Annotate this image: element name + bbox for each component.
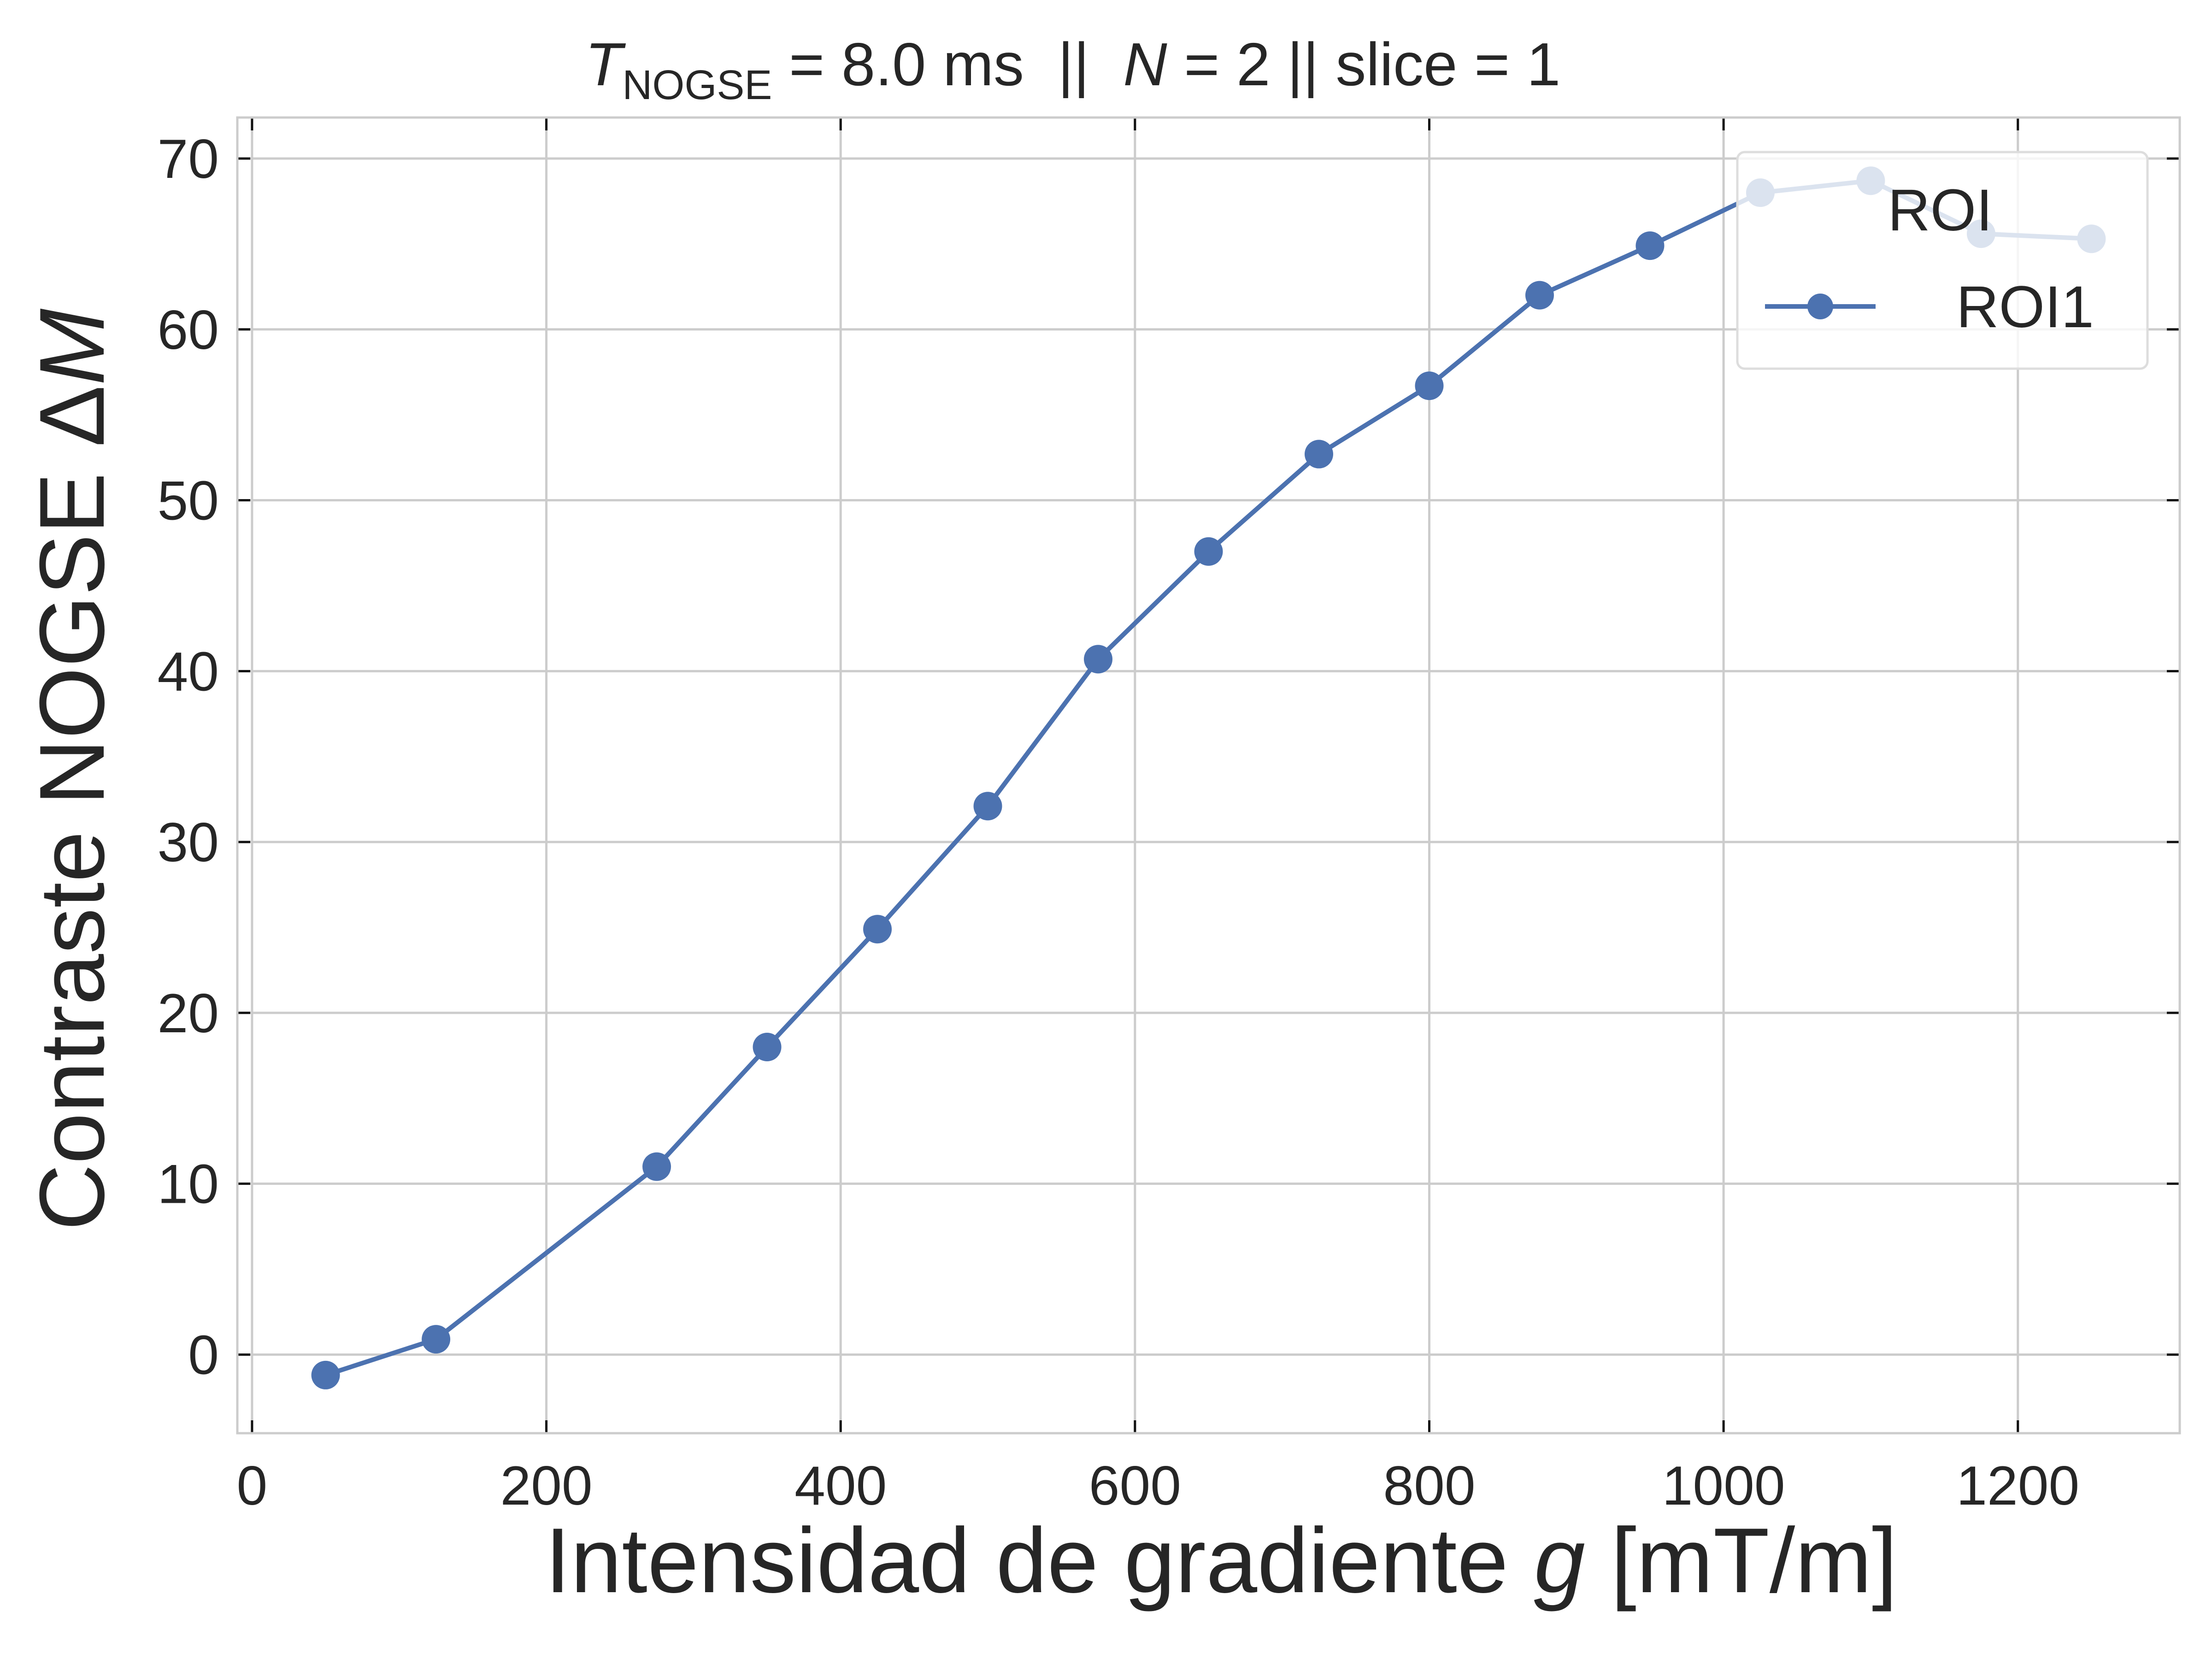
- data-point: [422, 1325, 451, 1354]
- y-tick-label: 10: [158, 1153, 219, 1215]
- data-point: [1084, 645, 1113, 674]
- x-tick-label: 800: [1383, 1455, 1475, 1517]
- data-point: [1194, 537, 1223, 566]
- data-point: [1415, 371, 1444, 400]
- plot-frame: [236, 116, 2181, 1435]
- y-tick-label: 70: [158, 128, 219, 190]
- legend-box: [1736, 151, 2149, 370]
- y-tick-label: 30: [158, 812, 219, 873]
- grid: [237, 118, 2180, 1433]
- y-tick-label: 40: [158, 641, 219, 702]
- y-axis-label: Contraste NOGSE ΔM: [21, 308, 124, 1230]
- data-point: [1635, 231, 1665, 260]
- y-tick-label: 0: [188, 1324, 219, 1386]
- x-tick-label: 1000: [1662, 1455, 1785, 1517]
- x-tick-label: 400: [794, 1455, 887, 1517]
- data-point: [1525, 281, 1554, 310]
- legend-marker-sample: [1807, 294, 1833, 319]
- x-tick-label: 0: [237, 1455, 268, 1517]
- axis-tick-labels: 0 200 400 600 800 1000 1200 0 10 20 30 40 50 60 70: [158, 128, 2080, 1517]
- x-tick-label: 200: [500, 1455, 592, 1517]
- y-tick-label: 50: [158, 470, 219, 532]
- data-point: [973, 792, 1002, 821]
- data-point: [642, 1152, 671, 1181]
- data-point: [863, 915, 892, 944]
- legend-series-label: ROI1: [1956, 274, 2094, 340]
- x-tick-label: 1200: [1956, 1455, 2079, 1517]
- data-point: [753, 1033, 782, 1062]
- data-point: [311, 1360, 340, 1389]
- data-point: [1304, 440, 1333, 469]
- legend: ROI ROI1: [1736, 151, 2149, 370]
- y-tick-label: 60: [158, 299, 219, 361]
- x-tick-label: 600: [1089, 1455, 1181, 1517]
- axis-ticks: [237, 118, 2180, 1433]
- x-axis-label: Intensidad de gradiente g [mT/m]: [545, 1509, 1898, 1612]
- legend-title: ROI: [1888, 177, 1993, 243]
- chart-title: TNOGSE = 8.0 ms || N = 2 || slice = 1: [585, 30, 1561, 108]
- y-tick-label: 20: [158, 982, 219, 1044]
